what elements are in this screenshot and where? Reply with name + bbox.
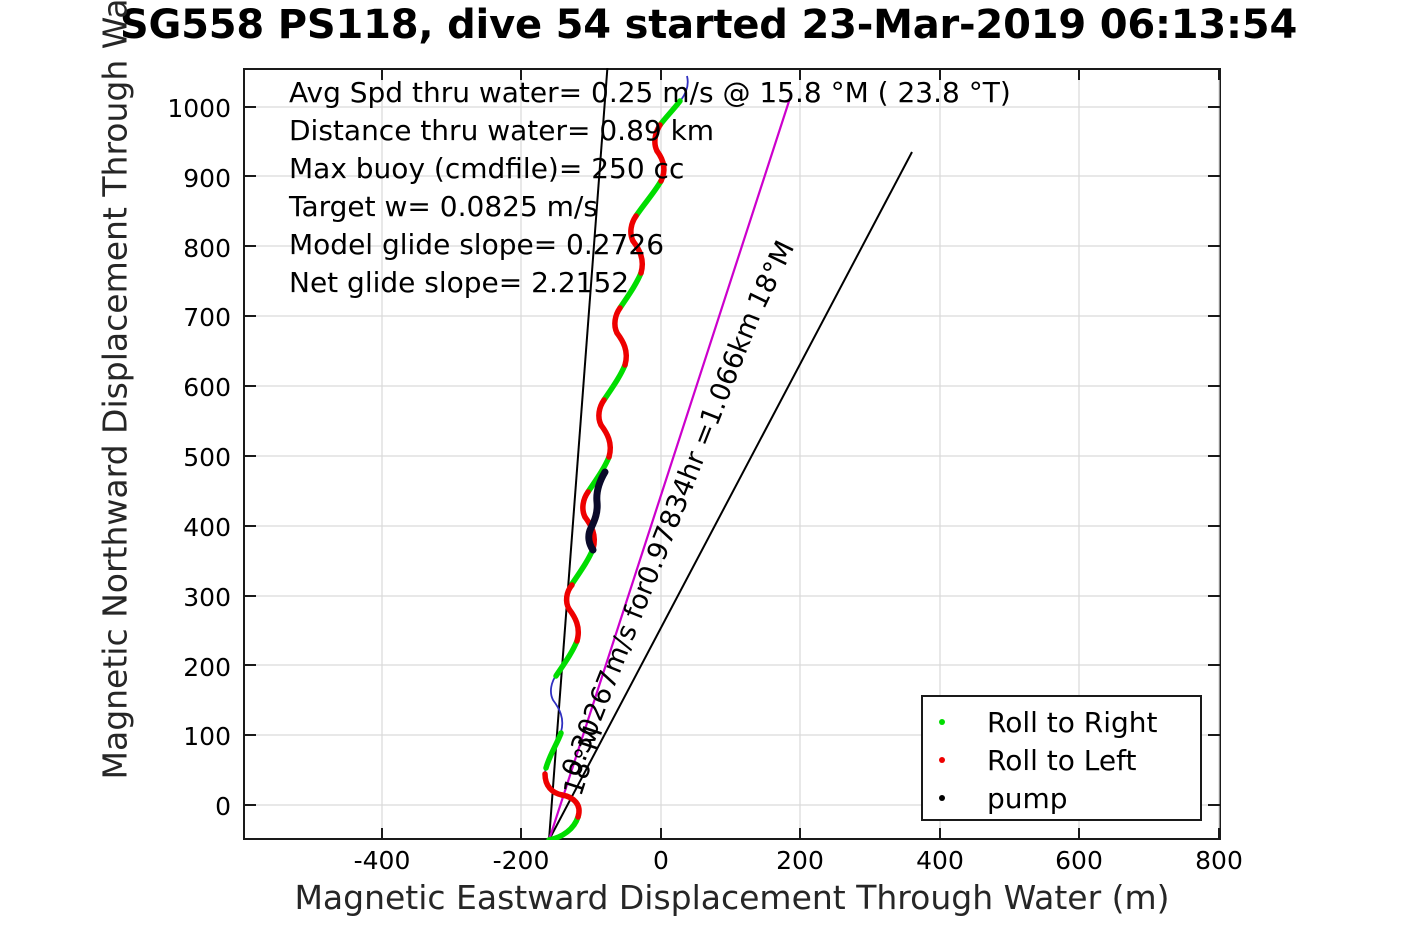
y-tick-200: 200 xyxy=(183,653,231,682)
legend-item-roll-to-right: Roll to Right xyxy=(923,701,1204,743)
mean-speed-vector xyxy=(547,94,793,840)
legend-dot-green-icon xyxy=(923,716,961,725)
y-tick-100: 100 xyxy=(183,722,231,751)
annot-max-buoy: Max buoy (cmdfile)= 250 cc xyxy=(289,152,685,185)
legend-item-roll-to-left: Roll to Left xyxy=(923,739,1204,781)
y-axis-label: Magnetic Northward Displacement Through … xyxy=(95,0,135,780)
roll-right-segments xyxy=(543,98,683,840)
plot-area xyxy=(243,68,1221,840)
legend-dot-black-icon xyxy=(923,792,961,801)
x-tick-800: 800 xyxy=(1195,846,1243,875)
y-tick-700: 700 xyxy=(183,303,231,332)
legend-label-roll-to-right: Roll to Right xyxy=(987,705,1158,739)
y-tick-0: 0 xyxy=(215,792,231,821)
axis-ticks xyxy=(243,68,1221,840)
legend-label-roll-to-left: Roll to Left xyxy=(987,743,1137,777)
y-tick-400: 400 xyxy=(183,513,231,542)
roll-left-segments xyxy=(542,122,667,820)
legend: Roll to Right Roll to Left pump xyxy=(921,695,1202,821)
annot-avg-speed: Avg Spd thru water= 0.25 m/s @ 15.8 °M (… xyxy=(289,76,1011,109)
y-tick-600: 600 xyxy=(183,373,231,402)
y-tick-1000: 1000 xyxy=(167,94,231,123)
y-tick-500: 500 xyxy=(183,443,231,472)
annot-target-w: Target w= 0.0825 m/s xyxy=(289,190,598,223)
y-tick-300: 300 xyxy=(183,583,231,612)
y-tick-900: 900 xyxy=(183,164,231,193)
heading-line-right xyxy=(548,151,913,840)
annot-distance: Distance thru water= 0.89 km xyxy=(289,114,715,147)
x-tick-0: 0 xyxy=(653,846,669,875)
x-tick-minus400: -400 xyxy=(353,846,411,875)
annot-model-glide-slope: Model glide slope= 0.2726 xyxy=(289,228,665,261)
annot-net-glide-slope: Net glide slope= 2.2152 xyxy=(289,266,630,299)
x-tick-600: 600 xyxy=(1055,846,1103,875)
pump-segments xyxy=(585,468,609,554)
x-tick-minus200: -200 xyxy=(492,846,550,875)
x-tick-200: 200 xyxy=(776,846,824,875)
legend-item-pump: pump xyxy=(923,777,1204,819)
legend-dot-red-icon xyxy=(923,754,961,763)
legend-label-pump: pump xyxy=(987,781,1068,815)
page-title: SG558 PS118, dive 54 started 23-Mar-2019… xyxy=(119,2,1298,48)
x-axis-label: Magnetic Eastward Displacement Through W… xyxy=(294,878,1170,917)
x-tick-400: 400 xyxy=(916,846,964,875)
y-tick-800: 800 xyxy=(183,234,231,263)
statistics-annotation: Avg Spd thru water= 0.25 m/s @ 15.8 °M (… xyxy=(289,74,1011,302)
